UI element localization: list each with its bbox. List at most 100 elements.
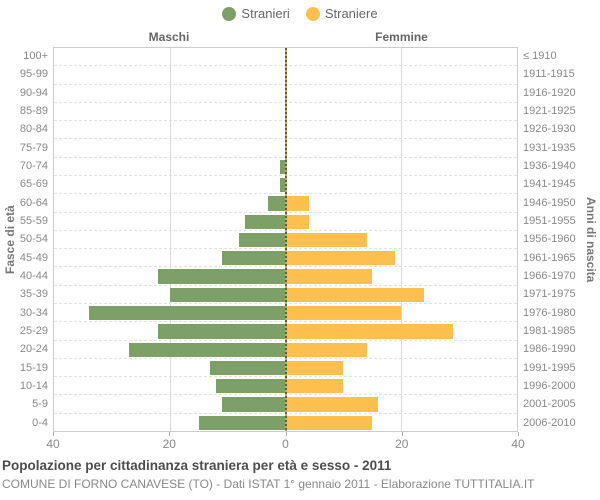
birth-year-label: 1926-1930 <box>523 123 576 136</box>
male-bar[interactable] <box>158 269 286 284</box>
x-axis-tick <box>401 432 403 436</box>
age-label: 5-9 <box>32 398 48 411</box>
right-axis-title: Anni di nascita <box>584 196 598 283</box>
birth-year-label: 1981-1985 <box>523 325 576 338</box>
male-bar[interactable] <box>216 379 286 394</box>
age-label: 90-94 <box>19 86 48 99</box>
birth-year-label: 1986-1990 <box>523 343 576 356</box>
x-axis-tick <box>285 432 287 436</box>
chart-footer: Popolazione per cittadinanza straniera p… <box>2 458 598 491</box>
x-axis-tick <box>169 432 171 436</box>
birth-year-label: 1921-1925 <box>523 105 576 118</box>
x-axis-tick <box>518 432 519 436</box>
female-bar[interactable] <box>285 379 344 394</box>
chart-legend: Stranieri Straniere <box>0 6 600 21</box>
stranieri-swatch-icon <box>222 6 237 21</box>
male-bar[interactable] <box>88 305 286 321</box>
legend-label-straniere: Straniere <box>324 6 378 21</box>
birth-year-label: 1966-1970 <box>523 270 576 283</box>
age-label: 50-54 <box>19 233 48 246</box>
male-bar[interactable] <box>239 232 286 248</box>
female-bar[interactable] <box>285 287 425 302</box>
male-bar[interactable] <box>245 214 286 229</box>
age-label: 95-99 <box>19 68 48 81</box>
birth-year-label: ≤ 1910 <box>523 50 557 63</box>
age-label: 70-74 <box>19 160 48 173</box>
age-label: 80-84 <box>19 123 48 136</box>
age-labels-column: 100+ 95-99 90-94 85-89 80-84 75-79 70-74 65-69 6… <box>0 47 48 432</box>
legend-item-stranieri[interactable]: Stranieri <box>222 6 290 21</box>
age-label: 60-64 <box>19 196 48 209</box>
female-bar[interactable] <box>285 196 309 211</box>
birth-year-labels-column: ≤ 1910 1911-1915 1916-1920 1921-1925 1926-19… <box>523 47 581 432</box>
male-bar[interactable] <box>158 324 286 339</box>
female-bar[interactable] <box>285 360 344 376</box>
male-bar[interactable] <box>221 251 286 266</box>
chart-source: COMUNE DI FORNO CANAVESE (TO) - Dati IST… <box>2 477 535 491</box>
female-bar[interactable] <box>285 214 309 229</box>
x-axis-label: 20 <box>395 437 409 451</box>
age-label: 30-34 <box>19 306 48 319</box>
birth-year-label: 1976-1980 <box>523 306 576 319</box>
age-label: 15-19 <box>19 361 48 374</box>
age-label: 25-29 <box>19 325 48 338</box>
birth-year-label: 1996-2000 <box>523 380 576 393</box>
birth-year-label: 1971-1975 <box>523 288 576 301</box>
age-label: 45-49 <box>19 251 48 264</box>
birth-year-label: 1951-1955 <box>523 215 576 228</box>
birth-year-label: 1961-1965 <box>523 251 576 264</box>
birth-year-label: 1991-1995 <box>523 361 576 374</box>
birth-year-label: 1956-1960 <box>523 233 576 246</box>
female-bar[interactable] <box>285 397 379 412</box>
x-axis-label: 40 <box>511 437 525 451</box>
age-label: 10-14 <box>19 380 48 393</box>
pyramid-row <box>54 414 517 431</box>
pyramid-row <box>54 286 517 304</box>
birth-year-label: 1941-1945 <box>523 178 576 191</box>
female-bar[interactable] <box>285 269 373 284</box>
female-bar[interactable] <box>285 232 367 248</box>
male-bar[interactable] <box>129 342 286 357</box>
chart-title: Popolazione per cittadinanza straniera p… <box>2 458 392 473</box>
female-bar[interactable] <box>285 305 402 321</box>
age-label: 40-44 <box>19 270 48 283</box>
male-bar[interactable] <box>198 415 286 430</box>
male-bar[interactable] <box>268 196 286 211</box>
male-bar[interactable] <box>279 159 286 174</box>
zero-axis-line <box>284 48 287 431</box>
legend-item-straniere[interactable]: Straniere <box>305 6 378 21</box>
age-label: 20-24 <box>19 343 48 356</box>
female-bar[interactable] <box>285 342 367 357</box>
age-label: 65-69 <box>19 178 48 191</box>
x-axis-tick <box>53 432 54 436</box>
birth-year-label: 1936-1940 <box>523 160 576 173</box>
birth-year-label: 1911-1915 <box>523 68 575 81</box>
birth-year-label: 2001-2005 <box>523 398 576 411</box>
birth-year-label: 2006-2010 <box>523 416 576 429</box>
female-bar[interactable] <box>285 415 373 430</box>
legend-label-stranieri: Stranieri <box>241 6 290 21</box>
straniere-swatch-icon <box>305 6 320 21</box>
x-axis-label: 40 <box>46 437 60 451</box>
age-label: 100+ <box>23 50 48 63</box>
gridline-right-20 <box>401 48 403 431</box>
age-label: 35-39 <box>19 288 48 301</box>
male-bar[interactable] <box>279 177 286 193</box>
birth-year-label: 1946-1950 <box>523 196 576 209</box>
age-label: 0-4 <box>32 416 48 429</box>
x-axis-label: 0 <box>282 437 289 451</box>
female-bar[interactable] <box>285 324 454 339</box>
birth-year-label: 1931-1935 <box>523 141 576 154</box>
x-axis-label: 20 <box>162 437 176 451</box>
male-bar[interactable] <box>221 397 286 412</box>
female-bar[interactable] <box>285 251 396 266</box>
male-bar[interactable] <box>210 360 286 376</box>
male-bar[interactable] <box>169 287 286 302</box>
birth-year-label: 1916-1920 <box>523 86 576 99</box>
gridline-left-20 <box>169 48 171 431</box>
females-column-header: Femmine <box>375 30 428 44</box>
age-label: 85-89 <box>19 105 48 118</box>
plot-area <box>53 47 518 432</box>
males-column-header: Maschi <box>148 30 190 44</box>
